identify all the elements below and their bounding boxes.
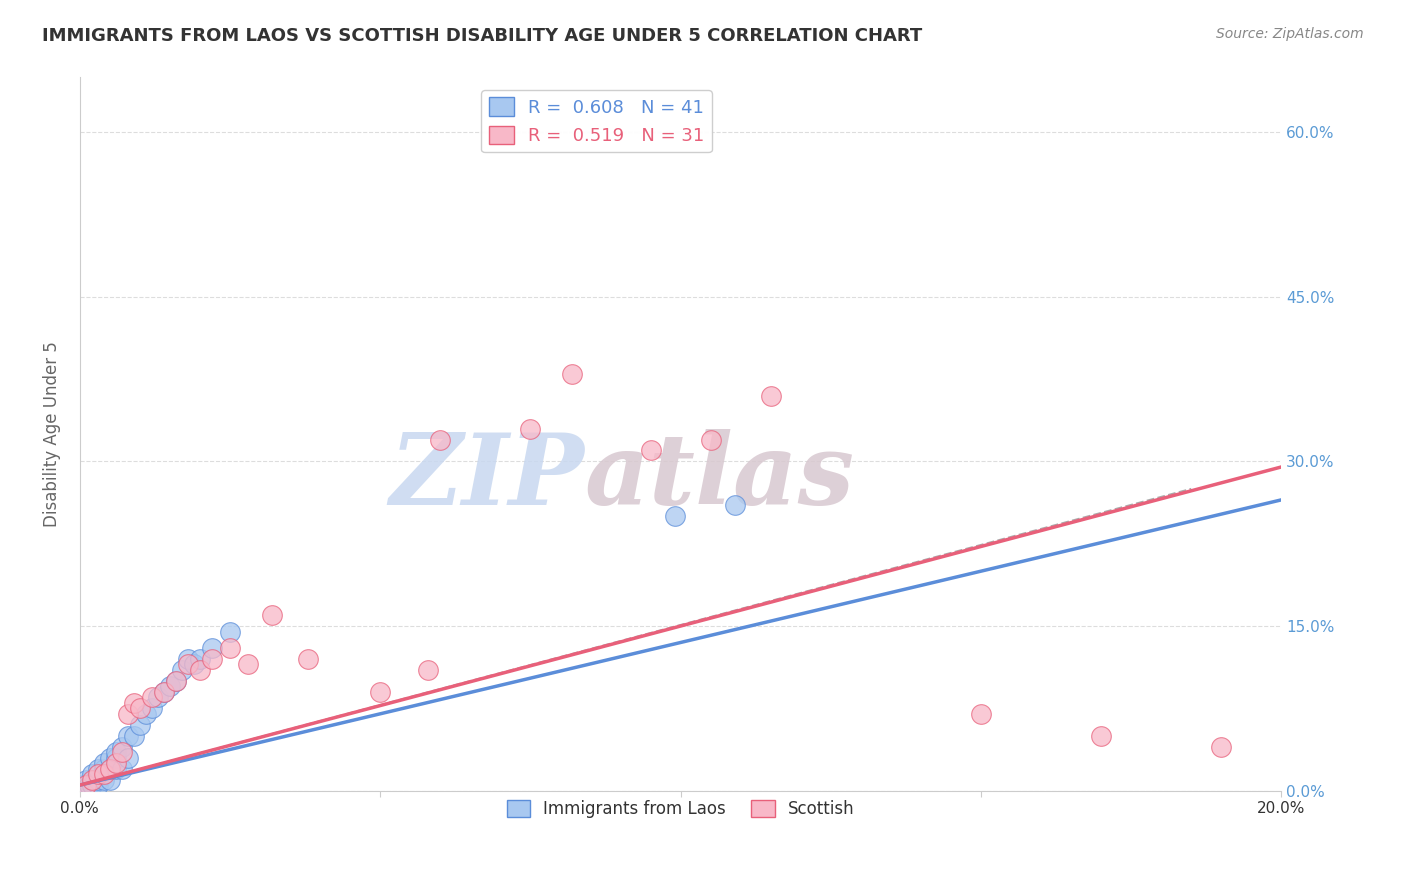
Point: [80, 772, 103, 787]
Point: [104, 745, 127, 759]
Point: [429, 433, 451, 447]
Point: [159, 679, 181, 693]
Point: [170, 663, 193, 677]
Point: [77, 778, 100, 792]
Point: [75, 778, 97, 792]
Point: [83, 772, 105, 787]
Text: atlas: atlas: [585, 428, 855, 525]
Point: [970, 706, 993, 721]
Point: [80, 778, 103, 792]
Point: [98, 762, 121, 776]
Point: [183, 657, 205, 672]
Point: [87, 767, 110, 781]
Point: [1090, 729, 1112, 743]
Text: IMMIGRANTS FROM LAOS VS SCOTTISH DISABILITY AGE UNDER 5 CORRELATION CHART: IMMIGRANTS FROM LAOS VS SCOTTISH DISABIL…: [42, 27, 922, 45]
Point: [236, 657, 259, 672]
Point: [104, 756, 127, 771]
Point: [165, 673, 187, 688]
Point: [129, 701, 152, 715]
Point: [759, 389, 782, 403]
Point: [153, 685, 176, 699]
Point: [262, 608, 284, 623]
Point: [111, 739, 134, 754]
Point: [664, 509, 686, 524]
Point: [93, 762, 115, 776]
Point: [219, 624, 242, 639]
Point: [75, 772, 97, 787]
Point: [724, 499, 747, 513]
Legend: Immigrants from Laos, Scottish: Immigrants from Laos, Scottish: [501, 794, 860, 825]
Point: [141, 701, 163, 715]
Point: [122, 729, 145, 743]
Point: [104, 762, 127, 776]
Point: [219, 640, 242, 655]
Point: [72, 778, 94, 792]
Point: [111, 745, 134, 759]
Point: [93, 756, 115, 771]
Point: [201, 652, 224, 666]
Point: [297, 652, 319, 666]
Point: [177, 652, 200, 666]
Point: [104, 750, 127, 764]
Point: [80, 772, 103, 787]
Point: [135, 706, 157, 721]
Point: [122, 696, 145, 710]
Point: [177, 657, 200, 672]
Point: [98, 750, 121, 764]
Point: [80, 767, 103, 781]
Point: [87, 767, 110, 781]
Point: [699, 433, 721, 447]
Point: [117, 706, 139, 721]
Point: [519, 421, 541, 435]
Point: [87, 762, 110, 776]
Point: [75, 778, 97, 792]
Point: [117, 750, 139, 764]
Point: [165, 673, 187, 688]
Point: [153, 685, 176, 699]
Text: Source: ZipAtlas.com: Source: ZipAtlas.com: [1216, 27, 1364, 41]
Point: [117, 729, 139, 743]
Point: [188, 652, 211, 666]
Point: [87, 772, 110, 787]
Point: [93, 772, 115, 787]
Point: [418, 663, 440, 677]
Point: [87, 778, 110, 792]
Point: [1211, 739, 1233, 754]
Point: [188, 663, 211, 677]
Point: [98, 772, 121, 787]
Point: [129, 718, 152, 732]
Point: [146, 690, 169, 705]
Y-axis label: Disability Age Under 5: Disability Age Under 5: [44, 341, 60, 527]
Point: [93, 767, 115, 781]
Point: [141, 690, 163, 705]
Point: [368, 685, 391, 699]
Point: [98, 762, 121, 776]
Point: [561, 367, 583, 381]
Point: [640, 443, 662, 458]
Point: [111, 762, 134, 776]
Text: ZIP: ZIP: [389, 428, 585, 525]
Point: [201, 640, 224, 655]
